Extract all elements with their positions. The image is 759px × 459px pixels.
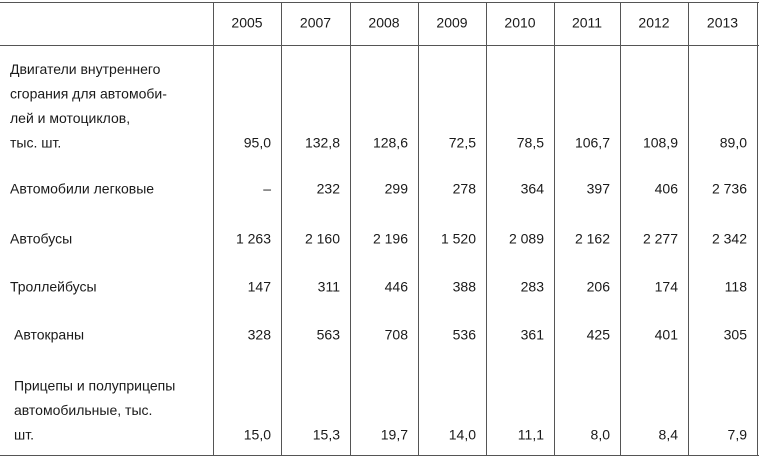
cell-value: 2 162 — [575, 231, 610, 247]
cell-value: 2 277 — [643, 231, 678, 247]
cell-value: 15,3 — [313, 427, 340, 443]
cell-value: 106,7 — [575, 135, 610, 151]
row-label: Автомобили легковые — [10, 181, 154, 197]
cell-value: 174 — [655, 279, 679, 295]
year-header: 2008 — [368, 15, 399, 31]
cell-value: 536 — [453, 327, 477, 343]
cell-value: 206 — [587, 279, 611, 295]
cell-value: 299 — [385, 181, 409, 197]
cell-value: 2 342 — [712, 231, 747, 247]
cell-value: 364 — [521, 181, 545, 197]
cell-value: 361 — [521, 327, 545, 343]
cell-value: 15,0 — [244, 427, 271, 443]
cell-value: 401 — [655, 327, 679, 343]
year-header: 2012 — [638, 15, 669, 31]
cell-value: 1 263 — [236, 231, 271, 247]
cell-value: 708 — [385, 327, 409, 343]
cell-value: 14,0 — [449, 427, 476, 443]
year-header: 2013 — [707, 15, 738, 31]
cell-value: 446 — [385, 279, 409, 295]
cell-value: – — [263, 181, 271, 197]
cell-value: 118 — [725, 279, 748, 295]
row-label: тыс. шт. — [10, 135, 61, 151]
row-label: сгорания для автомоби- — [10, 86, 167, 102]
row-label: Двигатели внутреннего — [10, 61, 161, 77]
row-label: Автокраны — [14, 327, 84, 343]
row-label: Троллейбусы — [10, 279, 97, 295]
cell-value: 95,0 — [244, 135, 271, 151]
cell-value: 2 736 — [712, 181, 747, 197]
row-label: автомобильные, тыс. — [14, 402, 152, 418]
cell-value: 8,0 — [591, 427, 611, 443]
cell-value: 7,9 — [728, 427, 748, 443]
row-label: лей и мотоциклов, — [10, 110, 130, 126]
cell-value: 1 520 — [441, 231, 476, 247]
cell-value: 132,8 — [305, 135, 340, 151]
cell-value: 305 — [724, 327, 748, 343]
cell-value: 2 089 — [509, 231, 544, 247]
year-header: 2007 — [300, 15, 331, 31]
cell-value: 388 — [453, 279, 477, 295]
cell-value: 108,9 — [643, 135, 678, 151]
cell-value: 278 — [453, 181, 477, 197]
row-label: Автобусы — [10, 231, 72, 247]
year-header: 2010 — [504, 15, 535, 31]
year-header: 2009 — [436, 15, 467, 31]
cell-value: 8,4 — [659, 427, 679, 443]
row-label: Прицепы и полуприцепы — [14, 378, 175, 394]
cell-value: 78,5 — [517, 135, 544, 151]
cell-value: 89,0 — [720, 135, 747, 151]
cell-value: 563 — [317, 327, 341, 343]
year-header: 2005 — [231, 15, 262, 31]
cell-value: 232 — [317, 181, 341, 197]
cell-value: 72,5 — [449, 135, 476, 151]
row-label: шт. — [14, 427, 34, 443]
cell-value: 147 — [248, 279, 272, 295]
cell-value: 19,7 — [381, 427, 408, 443]
cell-value: 2 160 — [305, 231, 340, 247]
cell-value: 425 — [587, 327, 611, 343]
year-header: 2011 — [572, 15, 602, 31]
cell-value: 11,1 — [518, 427, 544, 443]
cell-value: 397 — [587, 181, 611, 197]
cell-value: 406 — [655, 181, 679, 197]
cell-value: 283 — [521, 279, 545, 295]
cell-value: 328 — [248, 327, 272, 343]
cell-value: 2 196 — [373, 231, 408, 247]
cell-value: 311 — [318, 279, 341, 295]
cell-value: 128,6 — [373, 135, 408, 151]
